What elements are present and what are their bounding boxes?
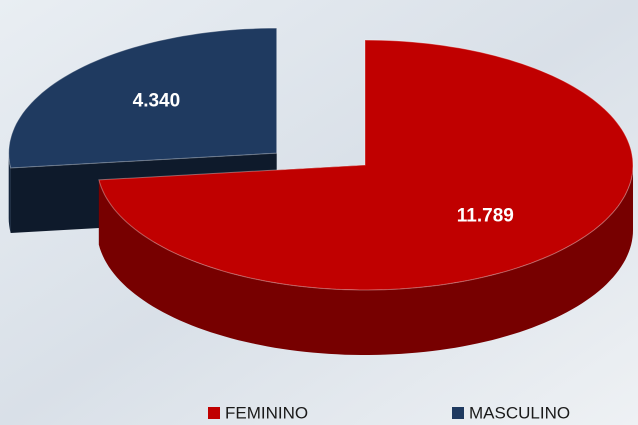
legend-label: MASCULINO bbox=[469, 403, 570, 422]
data-label: 4.340 bbox=[133, 91, 181, 112]
slice-wall bbox=[98, 165, 633, 355]
slice-wall bbox=[8, 153, 11, 233]
slice bbox=[8, 27, 278, 169]
data-label: 11.789 bbox=[457, 205, 514, 226]
slice bbox=[98, 39, 634, 291]
pie: 4.340 11.789 bbox=[8, 27, 634, 355]
legend: FEMININO MASCULINO bbox=[208, 403, 570, 422]
legend-label: FEMININO bbox=[225, 403, 308, 422]
legend-swatch bbox=[208, 407, 220, 419]
legend-swatch bbox=[452, 407, 464, 419]
